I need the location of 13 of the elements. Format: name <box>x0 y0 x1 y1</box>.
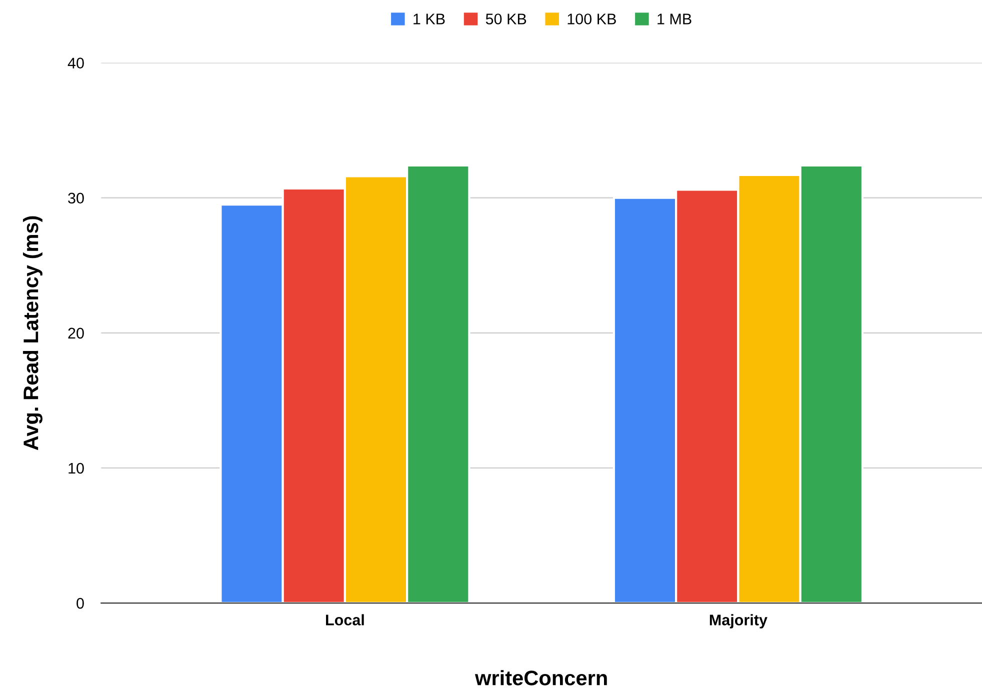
legend-label: 100 KB <box>568 14 616 24</box>
x-tick-label: Local <box>326 614 364 626</box>
legend-label: 1 MB <box>658 14 692 24</box>
y-tick-label: 30 <box>68 192 84 204</box>
y-tick-label: 20 <box>68 328 84 339</box>
legend-label: 50 KB <box>486 14 526 24</box>
x-tick-label: Majority <box>710 614 768 628</box>
y-tick-label: 40 <box>68 58 84 68</box>
y-tick-label: 0 <box>76 598 84 609</box>
y-tick-label: 10 <box>68 462 84 474</box>
legend-label: 1 KB <box>414 14 445 24</box>
y-axis-title: Avg. Read Latency (ms) <box>22 216 42 450</box>
x-axis-title: writeConcern <box>474 670 607 686</box>
